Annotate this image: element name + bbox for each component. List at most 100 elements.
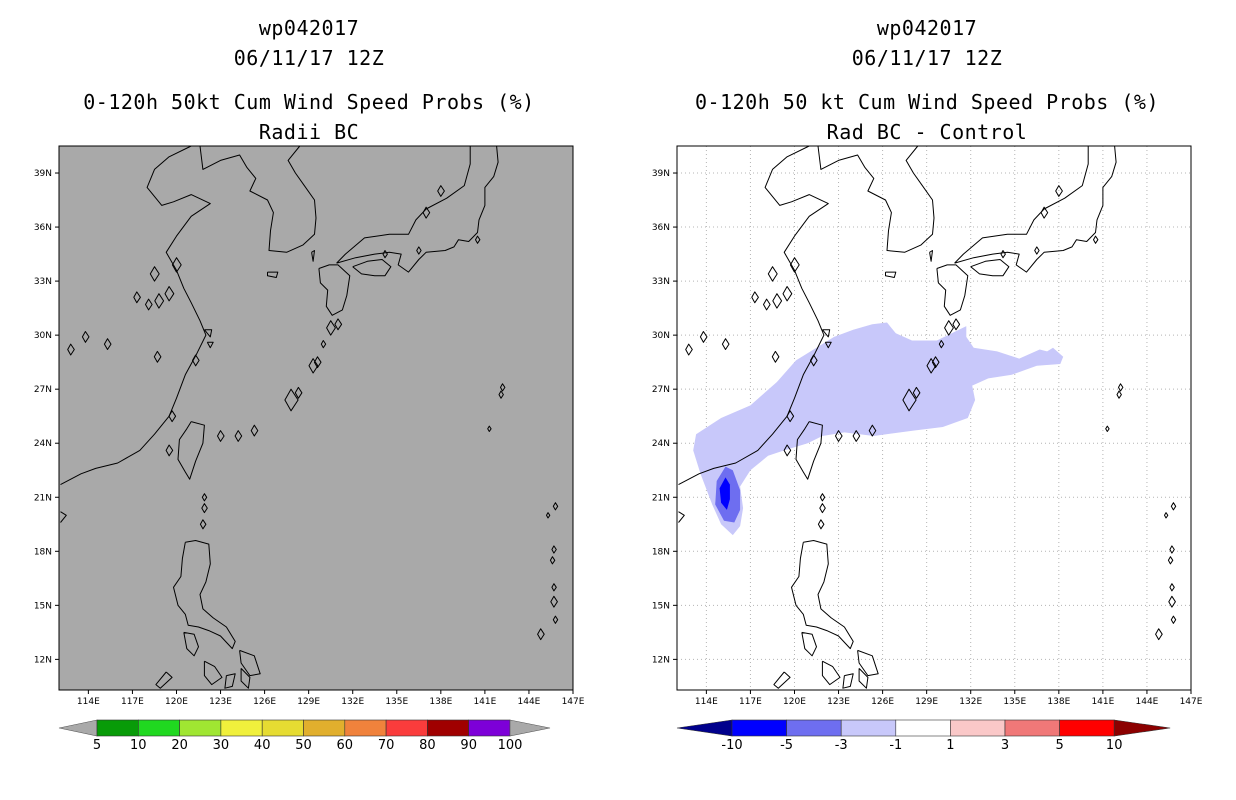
right-product-title: 0-120h 50 kt Cum Wind Speed Probs (%) (694, 90, 1160, 114)
lon-tick-label: 123E (209, 697, 232, 707)
island (763, 298, 771, 311)
island (786, 410, 795, 423)
island (819, 503, 826, 514)
colorbar-swatch (344, 719, 387, 737)
island (551, 583, 557, 592)
island (1093, 235, 1099, 244)
lat-tick-label: 30N (652, 331, 670, 341)
island (171, 257, 182, 273)
island (868, 424, 877, 437)
lon-tick-label: 120E (783, 697, 806, 707)
colorbar-end-high (1113, 719, 1171, 737)
coastline (970, 259, 1010, 277)
coastline (352, 259, 392, 277)
lat-tick-label: 27N (652, 385, 670, 395)
colorbar-swatch (731, 719, 787, 737)
colorbar-swatch (138, 719, 180, 737)
island (313, 356, 322, 369)
left-panel: wp042017 06/11/17 12Z 0-120h 50kt Cum Wi… (34, 16, 585, 753)
coastlines (678, 145, 1177, 689)
lon-tick-label: 132E (341, 697, 364, 707)
island (699, 331, 708, 343)
lat-tick-label: 21N (34, 493, 52, 503)
island (1169, 545, 1175, 554)
island (201, 493, 208, 502)
lon-tick-label: 123E (827, 697, 850, 707)
lon-tick-label: 138E (429, 697, 452, 707)
island (782, 286, 793, 302)
island (810, 354, 818, 367)
island (199, 519, 207, 530)
lat-tick-label: 15N (652, 601, 670, 611)
island (852, 430, 861, 442)
island (416, 246, 422, 255)
coastline (177, 421, 205, 480)
right-datetime: 06/11/17 12Z (851, 46, 1003, 70)
colorbar-label: -5 (780, 738, 793, 753)
left-datetime: 06/11/17 12Z (233, 46, 385, 70)
island (164, 286, 175, 302)
island (789, 257, 800, 273)
island (1105, 425, 1110, 432)
colorbar-label: 60 (337, 738, 354, 753)
left-product-title: 0-120h 50kt Cum Wind Speed Probs (%) (83, 90, 535, 114)
island (1170, 615, 1177, 624)
colorbar-swatch (840, 719, 897, 737)
island (382, 250, 388, 259)
island (168, 410, 177, 423)
colorbar-swatch (1059, 719, 1115, 737)
coastline (824, 341, 832, 349)
island (767, 266, 778, 282)
coastline (842, 673, 854, 689)
island (721, 338, 730, 350)
island (201, 503, 208, 514)
island (154, 293, 165, 309)
lon-tick-label: 129E (915, 697, 938, 707)
island (552, 502, 559, 511)
lat-tick-label: 24N (652, 439, 670, 449)
coastline (155, 671, 173, 689)
island (1000, 250, 1006, 259)
coastline (239, 649, 261, 677)
island (133, 291, 141, 304)
lon-tick-label: 144E (518, 697, 541, 707)
island (475, 235, 481, 244)
colorbar-label: 1 (946, 738, 954, 753)
coastline (791, 540, 854, 650)
left-storm-id: wp042017 (258, 16, 360, 40)
island (149, 266, 160, 282)
lat-tick-label: 33N (34, 277, 52, 287)
island (685, 343, 693, 356)
island (498, 390, 504, 399)
coastline (954, 145, 1117, 273)
island (308, 358, 319, 374)
coastline (954, 146, 1089, 264)
coastline (183, 631, 199, 657)
island (334, 318, 343, 331)
island (1169, 583, 1175, 592)
lat-tick-label: 36N (652, 223, 670, 233)
colorbar-label: 5 (1055, 738, 1063, 753)
island (250, 424, 259, 437)
colorbar-label: -10 (721, 738, 742, 753)
island (500, 383, 506, 392)
coastline (678, 511, 685, 523)
colorbar-label: 3 (1001, 738, 1009, 753)
island (103, 338, 112, 350)
colorbar: 5 10 20 30 40 50 60 70 80 90 100 (58, 719, 551, 753)
coastlines (60, 145, 559, 689)
colorbar-swatch (220, 719, 263, 737)
colorbar-label: -1 (889, 738, 902, 753)
coastline (60, 511, 67, 523)
coastline (311, 250, 315, 262)
island (537, 628, 545, 641)
map-frame (676, 145, 1192, 691)
island (1168, 595, 1176, 608)
island (783, 444, 792, 457)
colorbar-label: 30 (213, 738, 230, 753)
colorbar-label: 20 (171, 738, 188, 753)
right-subtitle: Rad BC - Control (826, 120, 1028, 144)
lat-tick-label: 12N (34, 655, 52, 665)
island (67, 343, 75, 356)
island (1167, 556, 1174, 565)
